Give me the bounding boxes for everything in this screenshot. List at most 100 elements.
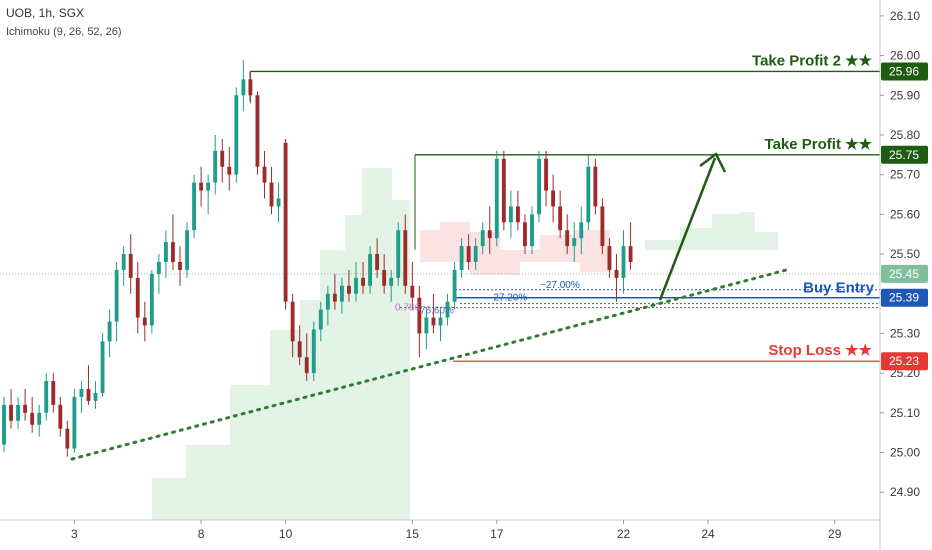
- candle-body: [318, 309, 323, 330]
- candle-body: [93, 392, 98, 401]
- candle-body: [128, 254, 133, 278]
- candle: [171, 214, 175, 270]
- candle: [375, 238, 380, 278]
- candle-body: [361, 277, 365, 286]
- candle: [537, 150, 541, 223]
- candle: [480, 222, 485, 255]
- candle: [438, 309, 443, 342]
- candle: [16, 396, 21, 429]
- candle: [614, 254, 619, 302]
- candle: [241, 59, 246, 112]
- time-tick-label: 10: [279, 527, 293, 541]
- time-axis[interactable]: 3 8 10 15 17 22 24 29: [71, 520, 842, 541]
- candle: [473, 238, 478, 270]
- candle: [178, 246, 182, 286]
- candle: [565, 214, 570, 255]
- price-axis[interactable]: 26.1026.0025.9025.8025.7025.6025.5025.40…: [880, 9, 920, 499]
- candle: [199, 166, 204, 207]
- candle: [100, 333, 105, 397]
- indicator-label[interactable]: Ichimoku (9, 26, 52, 26): [6, 26, 122, 38]
- candle-body: [44, 381, 49, 413]
- candle: [347, 269, 351, 302]
- drawing-overlays: [70, 152, 792, 461]
- candle: [354, 261, 358, 302]
- candle-body: [375, 254, 380, 270]
- price-pill-bg: [881, 145, 928, 164]
- candle-body: [255, 95, 260, 167]
- candle: [361, 261, 365, 294]
- buy-entry-label: Buy Entry: [803, 280, 875, 297]
- candle-body: [192, 182, 197, 231]
- projection-arrow: [658, 157, 717, 301]
- price-tick-label: 26.00: [890, 49, 920, 63]
- candle-body: [30, 412, 35, 425]
- candle-body: [354, 277, 358, 294]
- candle-body: [262, 166, 267, 183]
- candle: [508, 190, 513, 239]
- candle-body: [593, 166, 598, 207]
- candle-body: [107, 321, 112, 342]
- candle: [452, 261, 457, 310]
- candle: [424, 309, 429, 350]
- candle: [37, 404, 42, 437]
- candle: [593, 158, 598, 215]
- candle-body: [304, 357, 309, 374]
- price-tick-label: 25.10: [890, 406, 920, 420]
- candle-body: [283, 142, 288, 302]
- candle: [72, 389, 77, 453]
- candle: [389, 269, 394, 302]
- take-profit-2-label: Take Profit 2 ★★: [752, 52, 873, 69]
- candle-body: [220, 150, 225, 167]
- candle-body: [86, 389, 91, 401]
- candle: [276, 182, 281, 223]
- candle-body: [248, 79, 253, 96]
- candle: [318, 301, 323, 342]
- annotations: Take Profit 2 ★★ Take Profit ★★ Buy Entry S…: [395, 52, 875, 359]
- candle: [93, 381, 98, 409]
- level-lines: [0, 70, 880, 362]
- candle: [51, 373, 56, 413]
- candle-body: [466, 246, 471, 262]
- symbol-label[interactable]: UOB, 1h, SGX: [6, 6, 84, 20]
- candle: [163, 230, 168, 278]
- price-pill-text: 25.39: [889, 291, 919, 305]
- price-pill-bg: [881, 352, 928, 371]
- candle: [290, 293, 295, 358]
- candle: [586, 154, 591, 231]
- candle-body: [2, 404, 6, 445]
- candle-body: [523, 222, 527, 247]
- candle-body: [311, 329, 316, 374]
- candles: [2, 59, 633, 457]
- candle: [551, 174, 556, 223]
- price-pill-entry: 25.39: [881, 288, 928, 307]
- candle-body: [178, 261, 182, 270]
- candle-body: [621, 246, 626, 278]
- candle-body: [459, 246, 464, 270]
- candle-body: [100, 341, 105, 393]
- candle: [44, 373, 49, 421]
- price-pill-text: 25.75: [889, 148, 919, 162]
- projection-arrow-head: [699, 152, 727, 173]
- price-tick-label: 25.90: [890, 88, 920, 102]
- fib-percent-label-1: −27.00%: [540, 280, 580, 291]
- fib-percent-label-2: -27.20%: [490, 293, 527, 304]
- price-pill-text: 25.23: [889, 354, 919, 368]
- candle-body: [368, 254, 373, 286]
- candle-body: [135, 277, 140, 318]
- cloud-green-area-future: [645, 212, 778, 250]
- candle-body: [276, 198, 281, 207]
- candle: [79, 381, 84, 413]
- candle-body: [58, 404, 63, 429]
- candle: [396, 222, 401, 286]
- fib-percent-label-3: 78.60%: [420, 306, 454, 317]
- candle-body: [473, 246, 478, 262]
- candle-body: [537, 158, 541, 215]
- candle: [149, 269, 154, 334]
- candle-body: [347, 285, 351, 294]
- candle: [297, 325, 302, 366]
- candle: [515, 190, 520, 231]
- price-tick-label: 24.90: [890, 485, 920, 499]
- candle-body: [389, 277, 394, 286]
- candle: [185, 222, 189, 278]
